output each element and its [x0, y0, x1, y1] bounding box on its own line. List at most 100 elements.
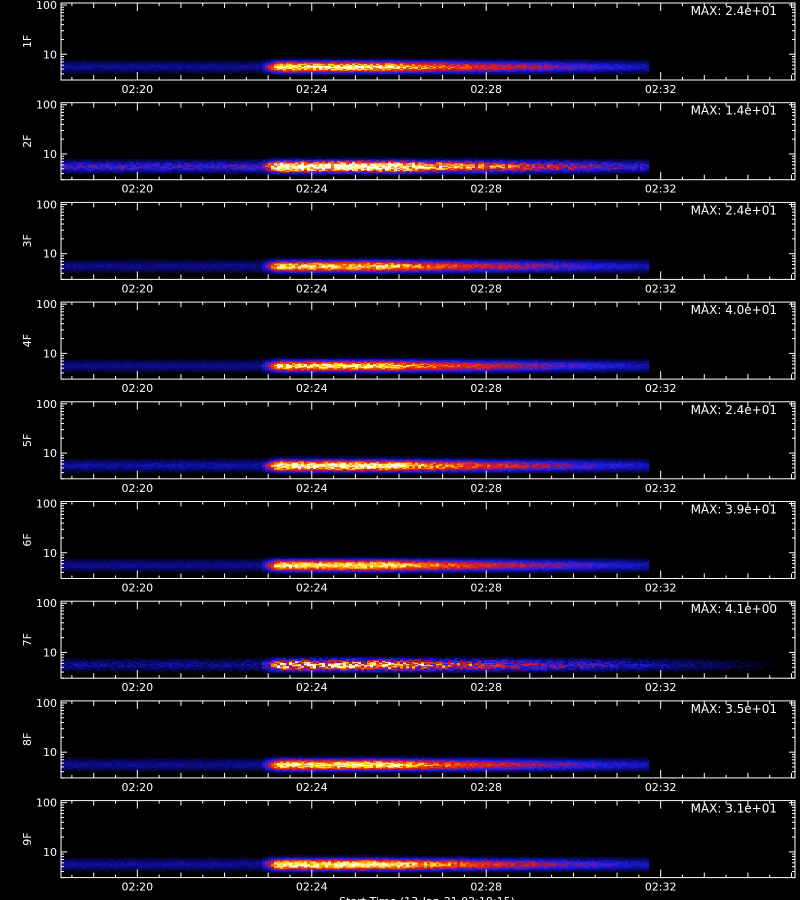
heatmap-cell — [448, 165, 452, 167]
heatmap-cell — [466, 167, 470, 169]
heatmap-cell — [211, 65, 215, 67]
heatmap-cell — [346, 173, 350, 175]
heatmap-cell — [517, 171, 521, 173]
heatmap-cell — [517, 61, 521, 63]
heatmap-cell — [598, 61, 602, 63]
heatmap-cell — [295, 169, 299, 171]
heatmap-cell — [571, 170, 575, 172]
heatmap-cell — [496, 64, 500, 66]
heatmap-cell — [604, 172, 608, 174]
heatmap-cell — [142, 70, 146, 73]
heatmap-cell — [610, 70, 614, 73]
heatmap-cell — [313, 167, 317, 169]
heatmap-cell — [169, 68, 173, 71]
heatmap-cell — [85, 71, 89, 74]
heatmap-cell — [475, 62, 479, 64]
heatmap-cell — [175, 166, 179, 168]
heatmap-cell — [133, 60, 137, 62]
heatmap-cell — [226, 71, 230, 74]
heatmap-cell — [592, 167, 596, 169]
heatmap-cell — [277, 59, 281, 61]
heatmap-cell — [424, 59, 428, 61]
heatmap-cell — [568, 166, 572, 168]
heatmap-cell — [295, 58, 299, 60]
heatmap-cell — [172, 170, 176, 172]
heatmap-cell — [436, 73, 440, 76]
heatmap-cell — [130, 62, 134, 64]
heatmap-cell — [502, 71, 506, 74]
heatmap-cell — [532, 167, 536, 169]
heatmap-cell — [412, 64, 416, 66]
heatmap-cell — [301, 61, 305, 63]
heatmap-cell — [193, 62, 197, 64]
heatmap-cell — [511, 172, 515, 174]
heatmap-cell — [85, 69, 89, 72]
heatmap-cell — [646, 70, 650, 73]
heatmap-cell — [250, 164, 254, 166]
heatmap-cell — [547, 59, 551, 61]
heatmap-cell — [289, 167, 293, 169]
heatmap-cell — [493, 72, 497, 75]
heatmap-cell — [373, 174, 377, 176]
heatmap-cell — [91, 67, 95, 69]
heatmap-cell — [286, 168, 290, 170]
heatmap-cell — [91, 172, 95, 174]
heatmap-cell — [229, 72, 233, 75]
heatmap-cell — [325, 168, 329, 170]
heatmap-cell — [628, 169, 632, 171]
heatmap-cell — [403, 171, 407, 173]
heatmap-cell — [622, 59, 626, 61]
heatmap-cell — [625, 69, 629, 72]
heatmap-cell — [223, 68, 227, 71]
heatmap-cell — [373, 65, 377, 67]
heatmap-cell — [436, 62, 440, 64]
heatmap-cell — [370, 74, 374, 77]
heatmap-cell — [127, 165, 131, 167]
heatmap-cell — [247, 167, 251, 169]
heatmap-cell — [355, 166, 359, 168]
heatmap-cell — [298, 165, 302, 167]
heatmap-cell — [295, 168, 299, 170]
heatmap-cell — [520, 60, 524, 62]
heatmap-cell — [595, 67, 599, 69]
heatmap-cell — [622, 172, 626, 174]
heatmap-cell — [70, 63, 74, 65]
heatmap-cell — [244, 63, 248, 65]
heatmap-cell — [628, 61, 632, 63]
heatmap-cell — [421, 59, 425, 61]
heatmap-cell — [235, 172, 239, 174]
heatmap-cell — [535, 65, 539, 67]
heatmap-cell — [166, 61, 170, 63]
heatmap-cell — [232, 71, 236, 74]
heatmap-cell — [532, 60, 536, 62]
heatmap-cell — [253, 65, 257, 67]
heatmap-cell — [577, 66, 581, 68]
heatmap-cell — [442, 61, 446, 63]
heatmap-cell — [457, 62, 461, 64]
heatmap-cell — [376, 167, 380, 169]
heatmap-cell — [307, 65, 311, 67]
heatmap-cell — [637, 60, 641, 62]
heatmap-cell — [82, 59, 86, 61]
heatmap-cell — [409, 68, 413, 71]
heatmap-cell — [619, 169, 623, 171]
heatmap-cell — [175, 165, 179, 167]
heatmap-cell — [268, 71, 272, 74]
heatmap-cell — [97, 64, 101, 66]
heatmap-cell — [367, 171, 371, 173]
heatmap-cell — [322, 62, 326, 64]
heatmap-cell — [361, 169, 365, 171]
heatmap-cell — [346, 167, 350, 169]
heatmap-cell — [205, 61, 209, 63]
heatmap-cell — [391, 172, 395, 174]
heatmap-cell — [280, 164, 284, 166]
heatmap-cell — [229, 68, 233, 71]
heatmap-cell — [478, 66, 482, 68]
heatmap-cell — [136, 164, 140, 166]
heatmap-cell — [319, 60, 323, 62]
heatmap-cell — [238, 68, 242, 71]
heatmap-cell — [79, 166, 83, 168]
heatmap-cell — [586, 66, 590, 68]
heatmap-cell — [73, 172, 77, 174]
heatmap-cell — [460, 174, 464, 176]
